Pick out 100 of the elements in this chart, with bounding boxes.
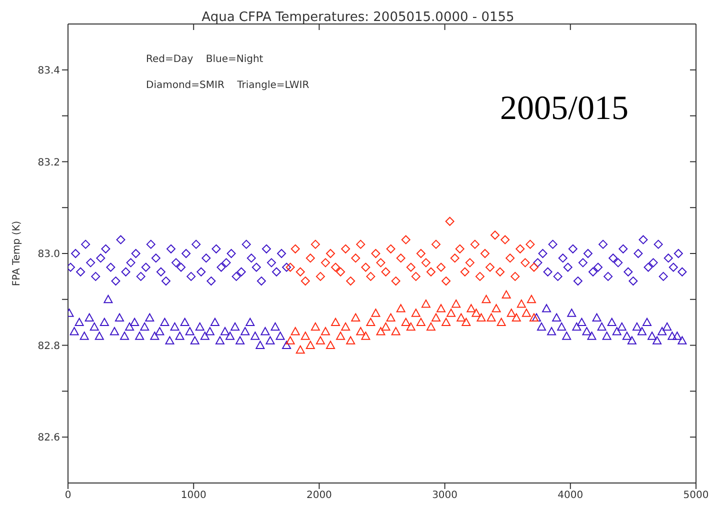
point <box>356 327 366 336</box>
point <box>432 313 441 322</box>
point <box>366 318 376 326</box>
annotation: 2005/015 <box>500 90 628 128</box>
point <box>470 240 480 249</box>
point <box>416 249 426 258</box>
point <box>346 336 356 344</box>
point <box>341 322 350 331</box>
point <box>296 267 305 276</box>
point <box>391 276 400 286</box>
point <box>421 258 430 268</box>
point <box>396 254 406 263</box>
point <box>336 267 346 276</box>
point <box>306 254 315 263</box>
point <box>326 249 336 258</box>
point <box>306 340 315 349</box>
point <box>310 322 320 331</box>
y-tick-label: 82.6 <box>38 432 60 444</box>
point <box>331 318 340 326</box>
point <box>500 235 510 244</box>
point <box>376 258 386 268</box>
point <box>316 272 325 281</box>
point <box>510 272 520 281</box>
point <box>442 318 451 326</box>
y-tick-label: 83.0 <box>38 249 60 260</box>
point <box>401 318 410 326</box>
point <box>300 332 310 340</box>
point <box>381 322 390 331</box>
point <box>462 318 471 326</box>
point <box>290 327 300 336</box>
point <box>396 304 406 312</box>
x-tick-label: 3000 <box>432 490 458 502</box>
point <box>391 327 400 336</box>
point <box>445 216 454 226</box>
point <box>455 244 464 254</box>
point <box>421 299 430 308</box>
point <box>452 299 461 308</box>
point <box>361 332 370 340</box>
point <box>371 308 380 317</box>
point <box>316 336 325 344</box>
point <box>502 290 511 299</box>
x-tick-label: 1000 <box>180 490 206 502</box>
point <box>361 262 370 272</box>
point <box>436 304 446 312</box>
point <box>411 272 420 281</box>
point <box>286 262 295 272</box>
chart-title: Aqua CFPA Temperatures: 2005015.0000 - 0155 <box>200 10 516 25</box>
point <box>526 240 535 249</box>
point <box>381 267 390 276</box>
point <box>376 327 386 336</box>
point <box>351 313 360 322</box>
point <box>296 345 305 354</box>
point <box>326 340 336 349</box>
point <box>426 322 436 331</box>
point <box>341 244 350 254</box>
point <box>480 249 490 258</box>
point <box>486 262 495 272</box>
y-tick-label: 82.8 <box>38 340 60 352</box>
point <box>371 249 380 258</box>
point <box>386 244 396 254</box>
point <box>406 322 416 331</box>
point <box>476 313 486 322</box>
point <box>516 244 525 254</box>
point <box>465 258 474 268</box>
point <box>472 308 481 317</box>
point <box>331 262 340 272</box>
point <box>466 304 476 312</box>
point <box>336 332 346 340</box>
point <box>506 254 515 263</box>
point <box>526 294 536 304</box>
point <box>406 262 416 272</box>
point <box>456 313 466 322</box>
point <box>320 327 330 336</box>
point <box>426 267 436 276</box>
point <box>486 313 496 322</box>
point <box>351 254 360 263</box>
point <box>460 267 470 276</box>
point <box>416 318 426 326</box>
point <box>512 313 521 322</box>
point <box>401 235 410 244</box>
point <box>496 267 505 276</box>
point <box>450 254 460 263</box>
point <box>320 258 330 268</box>
point <box>446 308 456 317</box>
point <box>482 294 491 304</box>
point <box>520 258 530 268</box>
point <box>356 240 366 249</box>
point <box>290 244 300 254</box>
point <box>492 304 501 312</box>
point <box>436 262 446 272</box>
annotation: Diamond=SMIR Triangle=LWIR <box>146 80 310 91</box>
point <box>496 318 506 326</box>
point <box>286 336 295 344</box>
annotation: Red=Day Blue=Night <box>146 54 264 65</box>
point <box>310 240 320 249</box>
point <box>506 308 516 317</box>
y-tick-label: 83.2 <box>38 157 60 168</box>
point <box>475 272 484 281</box>
point <box>516 299 526 308</box>
point <box>442 276 451 286</box>
